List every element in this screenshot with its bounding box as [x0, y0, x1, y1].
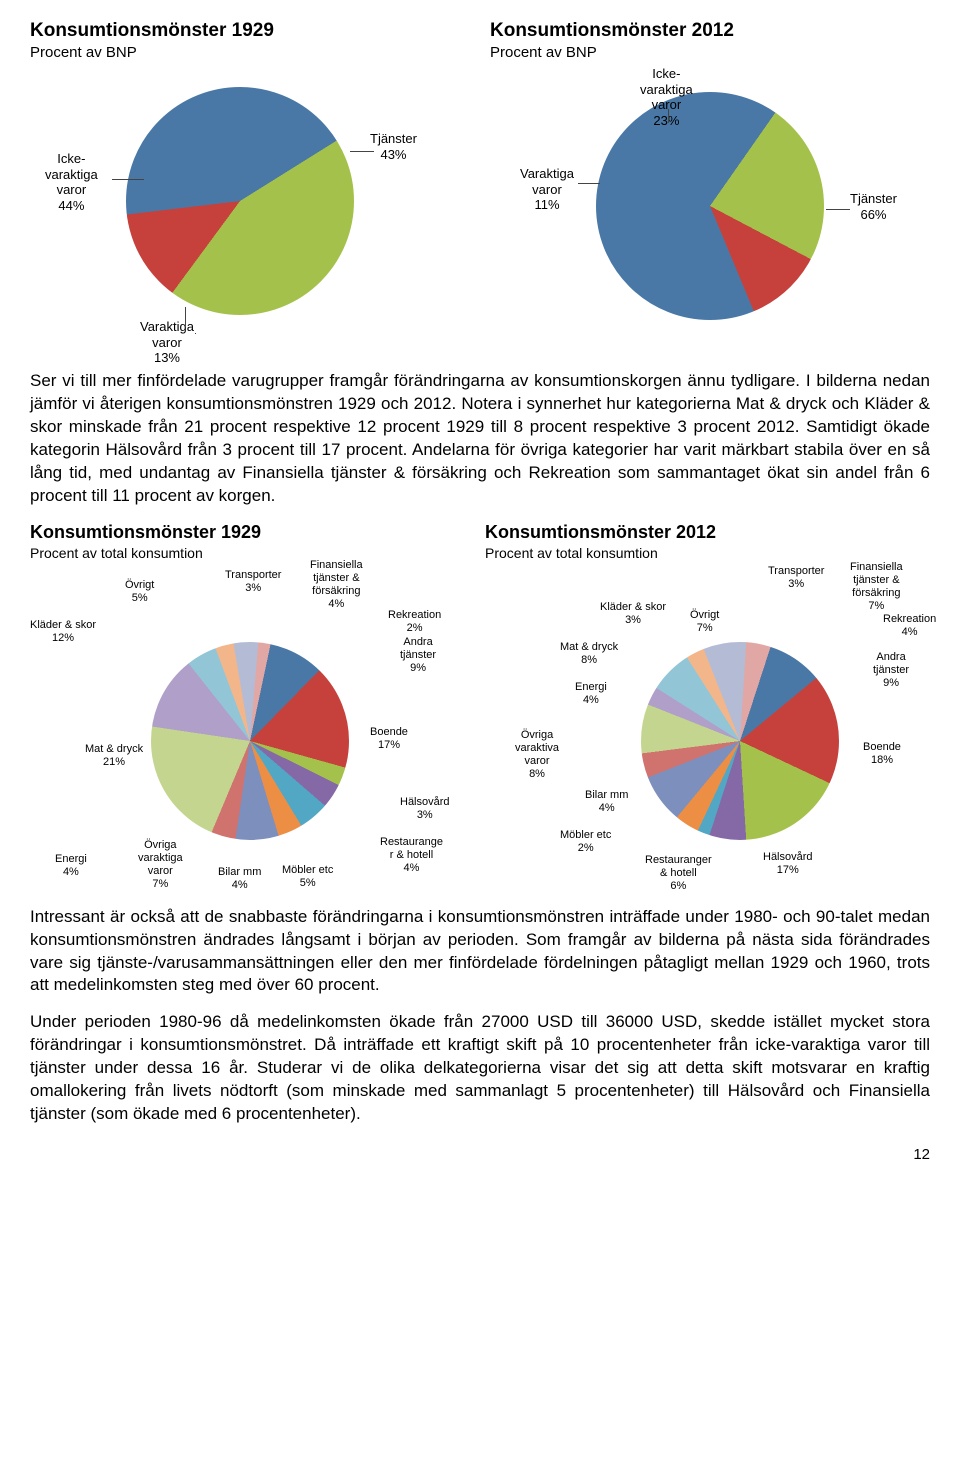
slice-label: Icke- varaktiga varor 23% — [640, 66, 693, 128]
slice-label: Transporter 3% — [225, 569, 281, 595]
slice-label: Restaurange r & hotell 4% — [380, 836, 443, 876]
slice-label: Rekreation 4% — [883, 613, 936, 639]
slice-label: Övrigt 7% — [690, 609, 719, 635]
slice-label: Tjänster 43% — [370, 131, 417, 162]
slice-label: Kläder & skor 3% — [600, 601, 666, 627]
slice-label: Finansiella tjänster & försäkring 4% — [310, 559, 363, 612]
page-number: 12 — [30, 1146, 930, 1163]
chart-title: Konsumtionsmönster 1929 — [30, 522, 475, 543]
chart-2012-top: Konsumtionsmönster 2012 Procent av BNP I… — [490, 20, 930, 350]
slice-label: Hälsovård 17% — [763, 851, 813, 877]
chart-2012-bottom: Konsumtionsmönster 2012 Procent av total… — [485, 522, 930, 892]
paragraph-3: Under perioden 1980-96 då medelinkomsten… — [30, 1011, 930, 1126]
chart-subtitle: Procent av BNP — [490, 44, 930, 61]
slice-label: Bilar mm 4% — [585, 789, 628, 815]
pie-wrapper-2012: Icke- varaktiga varor 23% Varaktiga varo… — [490, 71, 930, 331]
slice-label: Andra tjänster 9% — [400, 636, 436, 676]
slice-label: Transporter 3% — [768, 565, 824, 591]
slice-label: Mat & dryck 21% — [85, 743, 143, 769]
slice-label: Övriga varaktiva varor 8% — [515, 729, 559, 782]
slice-label: Energi 4% — [55, 853, 87, 879]
slice-label: Tjänster 66% — [850, 191, 897, 222]
slice-label: Rekreation 2% — [388, 609, 441, 635]
slice-label: Mat & dryck 8% — [560, 641, 618, 667]
slice-label: Bilar mm 4% — [218, 866, 261, 892]
slice-label: Kläder & skor 12% — [30, 619, 96, 645]
slice-label: Möbler etc 5% — [282, 864, 333, 890]
pie-wrapper-1929b: Andra tjänster 9% Boende 17% Hälsovård 3… — [30, 571, 475, 891]
paragraph-1: Ser vi till mer finfördelade varugrupper… — [30, 370, 930, 508]
chart-title: Konsumtionsmönster 2012 — [490, 20, 930, 42]
slice-label: Andra tjänster 9% — [873, 651, 909, 691]
slice-label: Icke- varaktiga varor 44% — [45, 151, 98, 213]
pie-wrapper-1929: Icke- varaktiga varor 44% Varaktiga varo… — [30, 71, 470, 331]
chart-subtitle: Procent av total konsumtion — [30, 545, 475, 561]
slice-label: Boende 17% — [370, 726, 408, 752]
slice-label: Finansiella tjänster & försäkring 7% — [850, 561, 903, 614]
slice-label: Boende 18% — [863, 741, 901, 767]
slice-label: Övriga varaktiga varor 7% — [138, 839, 183, 892]
chart-subtitle: Procent av BNP — [30, 44, 470, 61]
slice-label: Möbler etc 2% — [560, 829, 611, 855]
chart-title: Konsumtionsmönster 2012 — [485, 522, 930, 543]
slice-label: Övrigt 5% — [125, 579, 154, 605]
chart-subtitle: Procent av total konsumtion — [485, 545, 930, 561]
slice-label: Energi 4% — [575, 681, 607, 707]
chart-1929-bottom: Konsumtionsmönster 1929 Procent av total… — [30, 522, 475, 892]
slice-label: Restauranger & hotell 6% — [645, 854, 712, 894]
chart-title: Konsumtionsmönster 1929 — [30, 20, 470, 42]
pie-wrapper-2012b: Andra tjänster 9% Boende 18% Hälsovård 1… — [485, 571, 930, 891]
slice-label: Hälsovård 3% — [400, 796, 450, 822]
slice-label: Varaktiga varor 11% — [520, 166, 574, 213]
chart-1929-top: Konsumtionsmönster 1929 Procent av BNP I… — [30, 20, 470, 350]
paragraph-2: Intressant är också att de snabbaste för… — [30, 906, 930, 998]
